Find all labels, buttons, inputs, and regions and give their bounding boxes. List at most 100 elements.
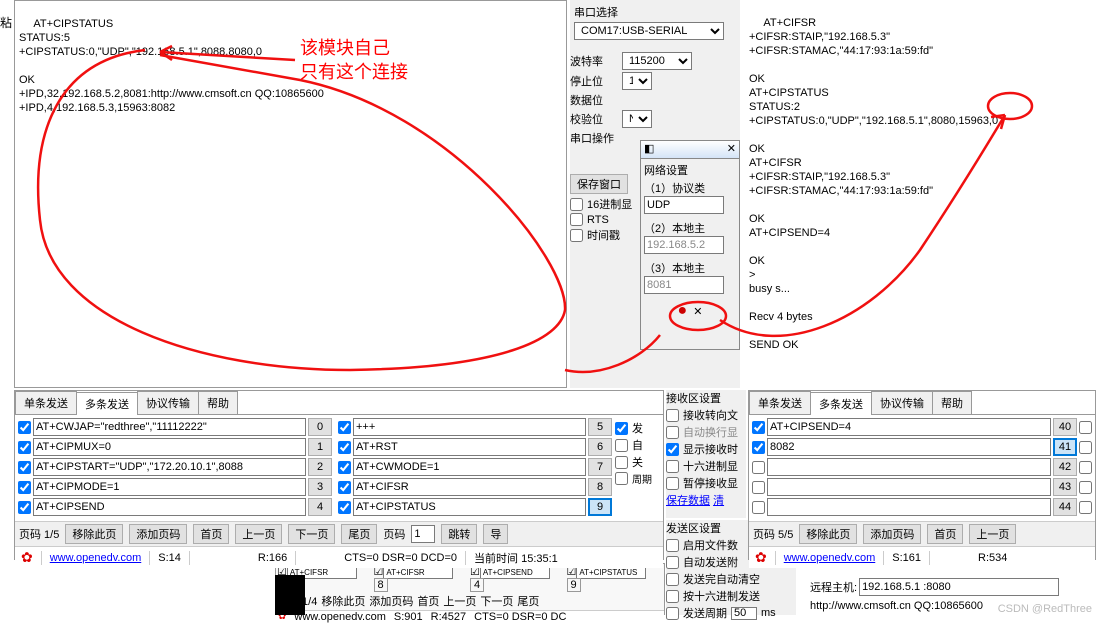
tab-proto-r[interactable]: 协议传输 xyxy=(871,391,933,414)
row-check[interactable] xyxy=(752,481,765,494)
row-input[interactable] xyxy=(767,478,1051,496)
save-window-button[interactable]: 保存窗口 xyxy=(570,174,628,194)
gear-icon[interactable]: ✿ xyxy=(21,549,33,566)
row-input[interactable] xyxy=(353,458,586,476)
row-num-button[interactable]: 7 xyxy=(588,458,612,476)
row-input[interactable] xyxy=(353,438,586,456)
send-check[interactable] xyxy=(666,539,679,552)
export-button[interactable]: 导 xyxy=(483,524,508,544)
row-input[interactable] xyxy=(767,498,1051,516)
period-input[interactable] xyxy=(731,607,757,620)
row-check2[interactable] xyxy=(1079,501,1092,514)
cycle-check[interactable] xyxy=(615,472,628,485)
row-input[interactable] xyxy=(33,478,306,496)
row-check[interactable] xyxy=(338,441,351,454)
tab-multi[interactable]: 多条发送 xyxy=(76,392,138,415)
send-check[interactable] xyxy=(666,607,679,620)
row-check[interactable] xyxy=(18,501,31,514)
recv-check[interactable] xyxy=(666,426,679,439)
remove-page-button-r[interactable]: 移除此页 xyxy=(799,524,857,544)
last-button[interactable]: 尾页 xyxy=(341,524,377,544)
url-link-r[interactable]: www.openedv.com xyxy=(784,552,876,564)
row-input[interactable] xyxy=(33,498,306,516)
proto-input[interactable] xyxy=(644,196,724,214)
home-button[interactable]: 首页 xyxy=(193,524,229,544)
row-num-button[interactable]: 4 xyxy=(308,498,332,516)
remove-page-button[interactable]: 移除此页 xyxy=(65,524,123,544)
row-check[interactable] xyxy=(338,481,351,494)
row-input[interactable] xyxy=(767,418,1051,436)
row-num-button[interactable]: 42 xyxy=(1053,458,1077,476)
tab-proto[interactable]: 协议传输 xyxy=(137,391,199,414)
row-input[interactable] xyxy=(33,418,306,436)
row-num-button[interactable]: 44 xyxy=(1053,498,1077,516)
row-num-button[interactable]: 40 xyxy=(1053,418,1077,436)
prev-button-r[interactable]: 上一页 xyxy=(969,524,1016,544)
recv-check[interactable] xyxy=(666,409,679,422)
row-check[interactable] xyxy=(18,441,31,454)
url-link[interactable]: www.openedv.com xyxy=(50,552,142,564)
tab-help-r[interactable]: 帮助 xyxy=(932,391,972,414)
parity-select[interactable]: N xyxy=(622,110,652,128)
row-num-button[interactable]: 6 xyxy=(588,438,612,456)
add-page-button-r[interactable]: 添加页码 xyxy=(863,524,921,544)
row-check[interactable] xyxy=(18,481,31,494)
row-check2[interactable] xyxy=(1079,481,1092,494)
hex-display-check[interactable] xyxy=(570,198,583,211)
row-input[interactable] xyxy=(353,478,586,496)
timestamp-check[interactable] xyxy=(570,229,583,242)
row-check[interactable] xyxy=(338,421,351,434)
recv-check[interactable] xyxy=(666,443,679,456)
row-input[interactable] xyxy=(33,438,306,456)
send-check[interactable] xyxy=(666,590,679,603)
row-input[interactable] xyxy=(353,418,586,436)
row-num-button[interactable]: 2 xyxy=(308,458,332,476)
x-icon[interactable]: ✕ xyxy=(693,306,702,318)
row-num-button[interactable]: 0 xyxy=(308,418,332,436)
row-check[interactable] xyxy=(752,441,765,454)
recv-check[interactable] xyxy=(666,460,679,473)
clear-link[interactable]: 清 xyxy=(713,495,724,507)
remote-input[interactable] xyxy=(859,578,1059,596)
port-select[interactable]: COM17:USB-SERIAL xyxy=(574,22,724,40)
send-check[interactable] xyxy=(666,573,679,586)
save-data-link[interactable]: 保存数据 xyxy=(666,495,710,507)
send-check[interactable] xyxy=(666,556,679,569)
row-input[interactable] xyxy=(767,438,1051,456)
row-num-button[interactable]: 41 xyxy=(1053,438,1077,456)
row-num-button[interactable]: 3 xyxy=(308,478,332,496)
port-input[interactable] xyxy=(644,276,724,294)
tab-single[interactable]: 单条发送 xyxy=(15,391,77,414)
gear-icon-r[interactable]: ✿ xyxy=(755,549,767,566)
close-check[interactable] xyxy=(615,456,628,469)
page-input[interactable] xyxy=(411,525,435,543)
prev-button[interactable]: 上一页 xyxy=(235,524,282,544)
row-num-button[interactable]: 1 xyxy=(308,438,332,456)
tab-multi-r[interactable]: 多条发送 xyxy=(810,392,872,415)
stop-select[interactable]: 1 xyxy=(622,72,652,90)
row-check[interactable] xyxy=(18,461,31,474)
row-input[interactable] xyxy=(353,498,586,516)
row-check2[interactable] xyxy=(1079,421,1092,434)
row-check[interactable] xyxy=(18,421,31,434)
close-icon[interactable]: ✕ xyxy=(727,142,736,157)
send-check[interactable] xyxy=(615,422,628,435)
row-check[interactable] xyxy=(752,421,765,434)
row-check2[interactable] xyxy=(1079,461,1092,474)
record-icon[interactable]: ● xyxy=(677,302,687,319)
row-num-button[interactable]: 9 xyxy=(588,498,612,516)
tab-single-r[interactable]: 单条发送 xyxy=(749,391,811,414)
row-num-button[interactable]: 5 xyxy=(588,418,612,436)
auto-check[interactable] xyxy=(615,439,628,452)
next-button[interactable]: 下一页 xyxy=(288,524,335,544)
row-check2[interactable] xyxy=(1079,441,1092,454)
row-input[interactable] xyxy=(767,458,1051,476)
row-num-button[interactable]: 8 xyxy=(588,478,612,496)
tab-help[interactable]: 帮助 xyxy=(198,391,238,414)
host-input[interactable] xyxy=(644,236,724,254)
baud-select[interactable]: 115200 xyxy=(622,52,692,70)
rts-check[interactable] xyxy=(570,213,583,226)
home-button-r[interactable]: 首页 xyxy=(927,524,963,544)
row-num-button[interactable]: 43 xyxy=(1053,478,1077,496)
row-input[interactable] xyxy=(33,458,306,476)
